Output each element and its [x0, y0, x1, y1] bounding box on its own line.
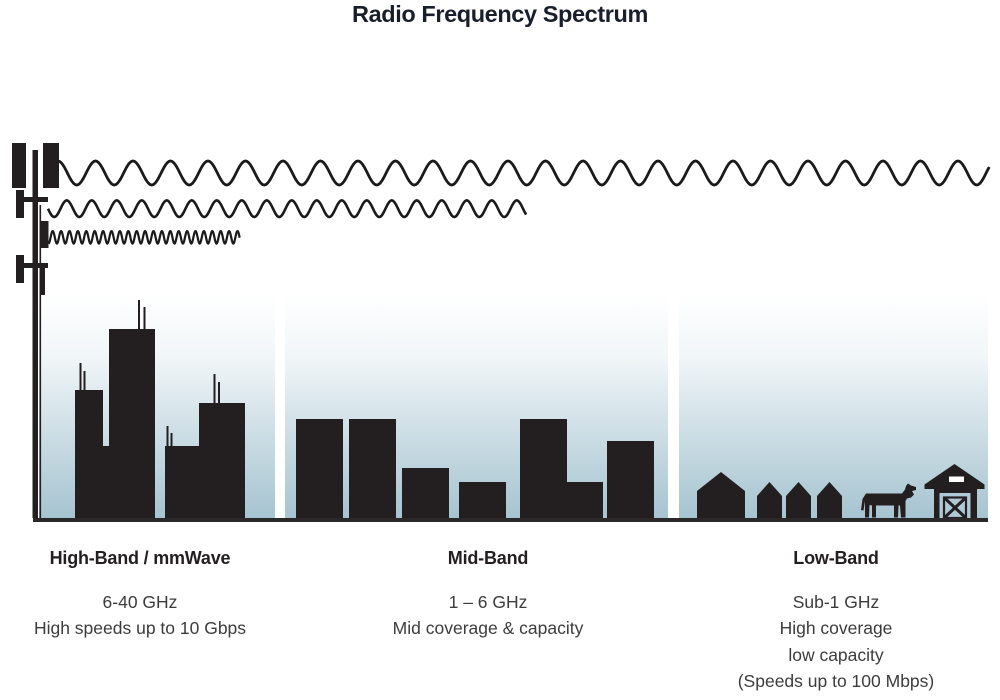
- low-band-heading: Low-Band: [793, 548, 879, 568]
- barn-icon: [924, 464, 985, 520]
- midrise-buildings-icon: [296, 419, 654, 518]
- high-band-line: 6-40 GHz: [102, 592, 178, 612]
- mid-band-heading: Mid-Band: [447, 548, 529, 568]
- farm-houses-icon: [697, 464, 985, 520]
- radio-waves: [46, 159, 991, 245]
- low-band-line: High coverage: [779, 618, 893, 639]
- house-icon: [757, 482, 782, 518]
- page-title: Radio Frequency Spectrum: [352, 1, 648, 27]
- barn-door: [939, 493, 971, 520]
- short-wavelength-wave-icon: [47, 230, 241, 245]
- house-icon: [697, 472, 745, 518]
- low-band-label: Low-Band Sub-1 GHz High coverage low cap…: [722, 548, 950, 694]
- mid-band-line: Mid coverage & capacity: [392, 618, 584, 639]
- high-band-label: High-Band / mmWave 6-40 GHz High speeds …: [28, 548, 252, 642]
- low-band-line: Sub-1 GHz: [792, 592, 880, 612]
- mid-band-sky-panel: [285, 294, 668, 518]
- cow-icon: [861, 483, 916, 518]
- rooftop-antennas: [79, 300, 220, 447]
- medium-wavelength-wave-icon: [46, 199, 528, 219]
- house-icon: [817, 482, 842, 518]
- mid-band-label: Mid-Band 1 – 6 GHz Mid coverage & capaci…: [368, 548, 608, 642]
- barn-loft-window: [949, 476, 964, 482]
- high-band-line: High speeds up to 10 Gbps: [33, 618, 247, 639]
- low-band-line: low capacity: [788, 644, 884, 665]
- cell-tower-icon: [12, 143, 59, 518]
- house-icon: [786, 482, 811, 518]
- mid-band-line: 1 – 6 GHz: [448, 592, 528, 612]
- long-wavelength-wave-icon: [57, 159, 991, 187]
- high-band-heading: High-Band / mmWave: [49, 548, 231, 568]
- city-skyline-icon: [75, 300, 245, 518]
- low-band-line: (Speeds up to 100 Mbps): [737, 670, 935, 691]
- ground-line: [33, 518, 988, 522]
